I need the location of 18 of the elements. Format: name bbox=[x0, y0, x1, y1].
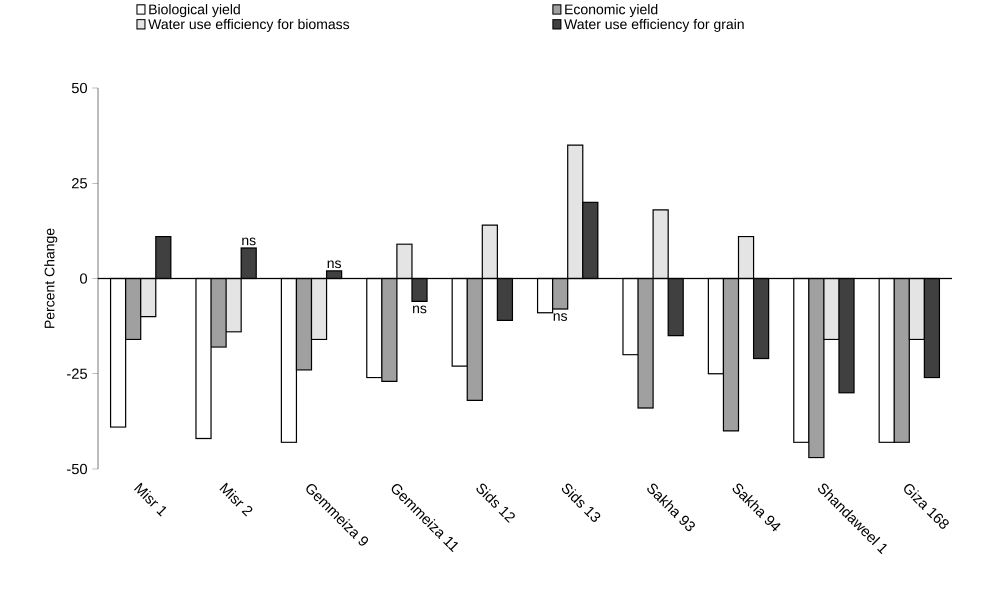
x-tick-label: Sids 13 bbox=[562, 484, 600, 522]
legend-label: Water use efficiency for grain bbox=[564, 18, 744, 32]
legend-label: Economic yield bbox=[565, 4, 658, 18]
y-tick-label: -50 bbox=[67, 464, 88, 474]
annotation: ns bbox=[554, 313, 568, 321]
y-tick-label: 50 bbox=[72, 82, 88, 94]
annotation: ns bbox=[328, 260, 342, 268]
legend-label: Water use efficiency for biomass bbox=[148, 18, 350, 32]
y-tick-label: 25 bbox=[72, 178, 87, 188]
y-tick-label: -25 bbox=[67, 368, 87, 379]
y-tick-label: 0 bbox=[80, 273, 88, 284]
x-tick-label: Sids 12 bbox=[476, 484, 515, 523]
annotation: ns bbox=[413, 306, 426, 314]
legend-label: Biological yield bbox=[149, 4, 240, 18]
y-axis-title: Percent Change bbox=[44, 228, 58, 328]
annotation: ns bbox=[242, 238, 256, 246]
x-tick-label: Misr 1 bbox=[134, 482, 166, 517]
x-tick-label: Misr 2 bbox=[219, 482, 252, 517]
